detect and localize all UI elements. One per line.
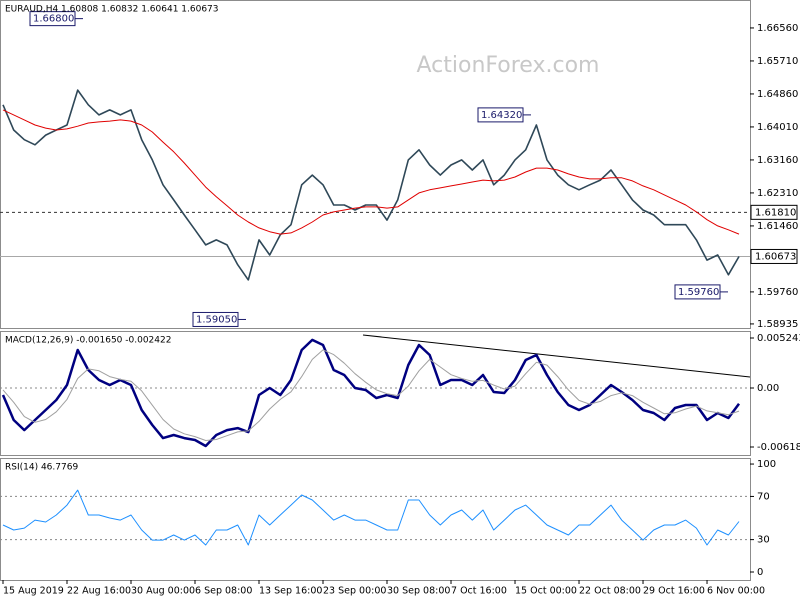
y-tick-label: 1.58935 — [757, 319, 798, 330]
annotation-label: 1.64320 — [481, 110, 522, 121]
y-tick-label: 30 — [757, 535, 770, 546]
series-line — [2, 489, 740, 546]
y-tick-label: 1.64860 — [757, 89, 798, 100]
panel-title: MACD(12,26,9) -0.001650 -0.002422 — [5, 336, 171, 346]
x-tick-label: 15 Aug 2019 — [3, 586, 64, 597]
annotation-label: 1.59050 — [196, 314, 237, 325]
current-price-label: 1.60673 — [755, 251, 796, 262]
annotation-box — [477, 107, 524, 123]
y-tick-label: 1.62310 — [757, 188, 798, 199]
y-tick-label: 1.61460 — [757, 221, 798, 232]
y-tick-label: 100 — [757, 459, 776, 470]
panel-title: RSI(14) 46.7769 — [5, 463, 78, 473]
x-tick-label: 6 Nov 00:00 — [707, 586, 765, 597]
y-tick-label: 0.00 — [757, 383, 779, 394]
y-tick-label: 0.005243 — [757, 333, 800, 344]
x-tick-label: 30 Aug 00:00 — [131, 586, 195, 597]
panel-frame — [0, 0, 751, 329]
x-tick-label: 15 Oct 00:00 — [515, 586, 577, 597]
x-tick-label: 29 Oct 16:00 — [643, 586, 705, 597]
x-tick-label: 7 Oct 16:00 — [451, 586, 507, 597]
series-line — [2, 109, 740, 235]
macd-trend-line — [362, 334, 751, 378]
y-tick-label: 1.65710 — [757, 56, 798, 67]
annotation-box — [29, 11, 76, 27]
annotation-box — [674, 284, 721, 300]
watermark: ActionForex.com — [417, 53, 600, 78]
panel-frame — [0, 331, 751, 456]
level-label-box — [750, 204, 798, 220]
y-tick-label: 0 — [757, 567, 763, 578]
y-tick-label: 1.66560 — [757, 23, 798, 34]
current-price-box — [750, 248, 798, 264]
series-line — [2, 349, 740, 441]
x-tick-label: 6 Sep 08:00 — [195, 586, 252, 597]
y-tick-label: -0.006186 — [757, 442, 800, 453]
y-tick-label: 1.63160 — [757, 155, 798, 166]
x-tick-label: 22 Oct 08:00 — [579, 586, 641, 597]
x-tick-label: 22 Aug 16:00 — [67, 586, 131, 597]
annotation-box — [192, 311, 239, 327]
x-tick-label: 13 Sep 16:00 — [259, 586, 322, 597]
series-line — [1, 338, 741, 448]
annotation-label: 1.59760 — [678, 287, 719, 298]
x-tick-label: 23 Sep 00:00 — [323, 586, 386, 597]
y-tick-label: 70 — [757, 491, 770, 502]
y-tick-label: 1.59760 — [757, 287, 798, 298]
annotation-label: 1.66800 — [33, 14, 74, 25]
level-label: 1.61810 — [755, 207, 796, 218]
y-tick-label: 1.64010 — [757, 122, 798, 133]
panel-frame — [0, 458, 751, 581]
x-tick-label: 30 Sep 08:00 — [387, 586, 450, 597]
panel-title: EURAUD,H4 1.60808 1.60832 1.60641 1.6067… — [5, 5, 219, 15]
